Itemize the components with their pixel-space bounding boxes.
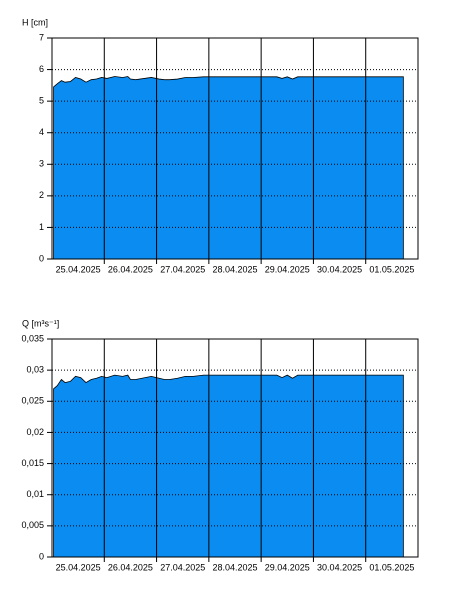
x-tick-label: 26.04.2025 [108, 264, 153, 274]
x-tick-label: 29.04.2025 [265, 264, 310, 274]
x-tick-label: 28.04.2025 [212, 264, 257, 274]
y-tick-label: 0,02 [26, 427, 44, 437]
y-tick-label: 2 [39, 190, 44, 200]
y-tick-label: 0,03 [26, 365, 44, 375]
y-tick-label: 3 [39, 159, 44, 169]
x-tick-label: 26.04.2025 [108, 562, 153, 572]
area [53, 76, 404, 260]
y-tick-label: 1 [39, 222, 44, 232]
y-tick-label: 0,005 [21, 520, 44, 530]
x-tick-label: 01.05.2025 [369, 562, 414, 572]
y-tick-label: 0 [39, 253, 44, 263]
plot-frame [51, 338, 419, 558]
x-tick-label: 27.04.2025 [160, 562, 205, 572]
y-tick-label: 6 [39, 64, 44, 74]
x-tick-label: 30.04.2025 [317, 562, 362, 572]
x-tick-label: 29.04.2025 [265, 562, 310, 572]
y-tick-label: 0,01 [26, 489, 44, 499]
x-tick-label: 25.04.2025 [56, 264, 101, 274]
x-tick-label: 30.04.2025 [317, 264, 362, 274]
x-tick-label: 28.04.2025 [212, 562, 257, 572]
area [53, 374, 404, 558]
x-tick-label: 01.05.2025 [369, 264, 414, 274]
y-tick-label: 4 [39, 127, 44, 137]
plot-frame [51, 37, 419, 260]
y-axis-label: H [cm] [22, 17, 48, 27]
y-tick-label: 5 [39, 96, 44, 106]
y-tick-label: 0,015 [21, 458, 44, 468]
x-tick-label: 27.04.2025 [160, 264, 205, 274]
x-tick-label: 25.04.2025 [56, 562, 101, 572]
y-axis-label: Q [m³s⁻¹] [22, 318, 59, 328]
y-tick-label: 0 [39, 551, 44, 561]
y-tick-label: 0,035 [21, 333, 44, 343]
y-tick-label: 0,025 [21, 396, 44, 406]
y-tick-label: 7 [39, 32, 44, 42]
